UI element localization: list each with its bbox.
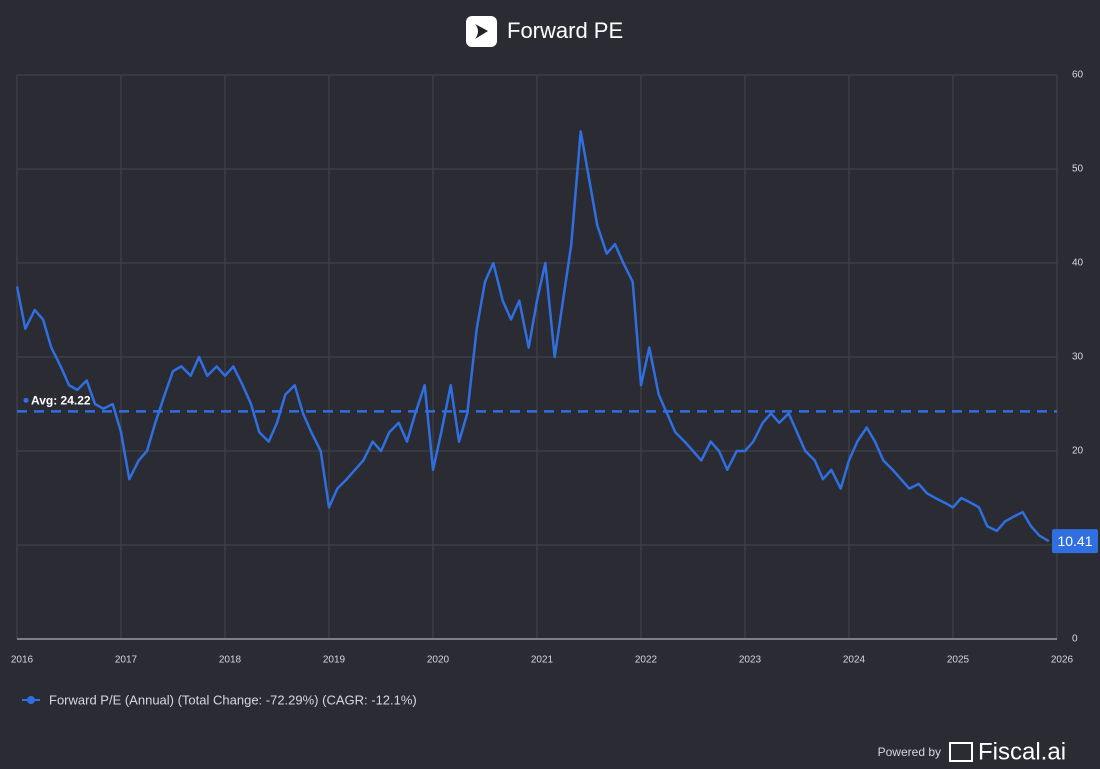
y-tick-label: 20 [1072,446,1084,457]
legend-label[interactable]: Forward P/E (Annual) (Total Change: -72.… [49,692,417,707]
y-tick-label: 30 [1072,352,1084,363]
chart-title: Forward PE [507,18,623,43]
logo-glyph [475,24,488,39]
series-line [15,130,1050,543]
last-value-label: 10.41 [1057,533,1092,549]
last-value-badge [1052,529,1098,554]
powered-by: Powered by [878,745,941,759]
x-tick-label: 2025 [947,655,970,666]
y-tick-label: 60 [1072,70,1084,81]
legend-marker [27,696,35,704]
average-label: Avg: 24.22 [31,394,91,408]
y-tick-label: 40 [1072,258,1084,269]
x-tick-label: 2023 [739,655,762,666]
average-marker [23,397,29,403]
x-tick-label: 2019 [323,655,346,666]
plot: 0102030405060201620172018201920202021202… [11,70,1098,666]
y-tick-label: 0 [1072,634,1078,645]
brand-icon [949,742,973,762]
brand: Fiscal.ai [978,738,1066,765]
x-tick-label: 2020 [427,655,450,666]
x-tick-label: 2018 [219,655,242,666]
x-tick-label: 2026 [1051,655,1074,666]
x-tick-label: 2022 [635,655,658,666]
x-tick-label: 2016 [11,655,34,666]
x-tick-label: 2017 [115,655,138,666]
y-tick-label: 50 [1072,164,1084,175]
x-tick-label: 2024 [843,655,866,666]
x-tick-label: 2021 [531,655,554,666]
